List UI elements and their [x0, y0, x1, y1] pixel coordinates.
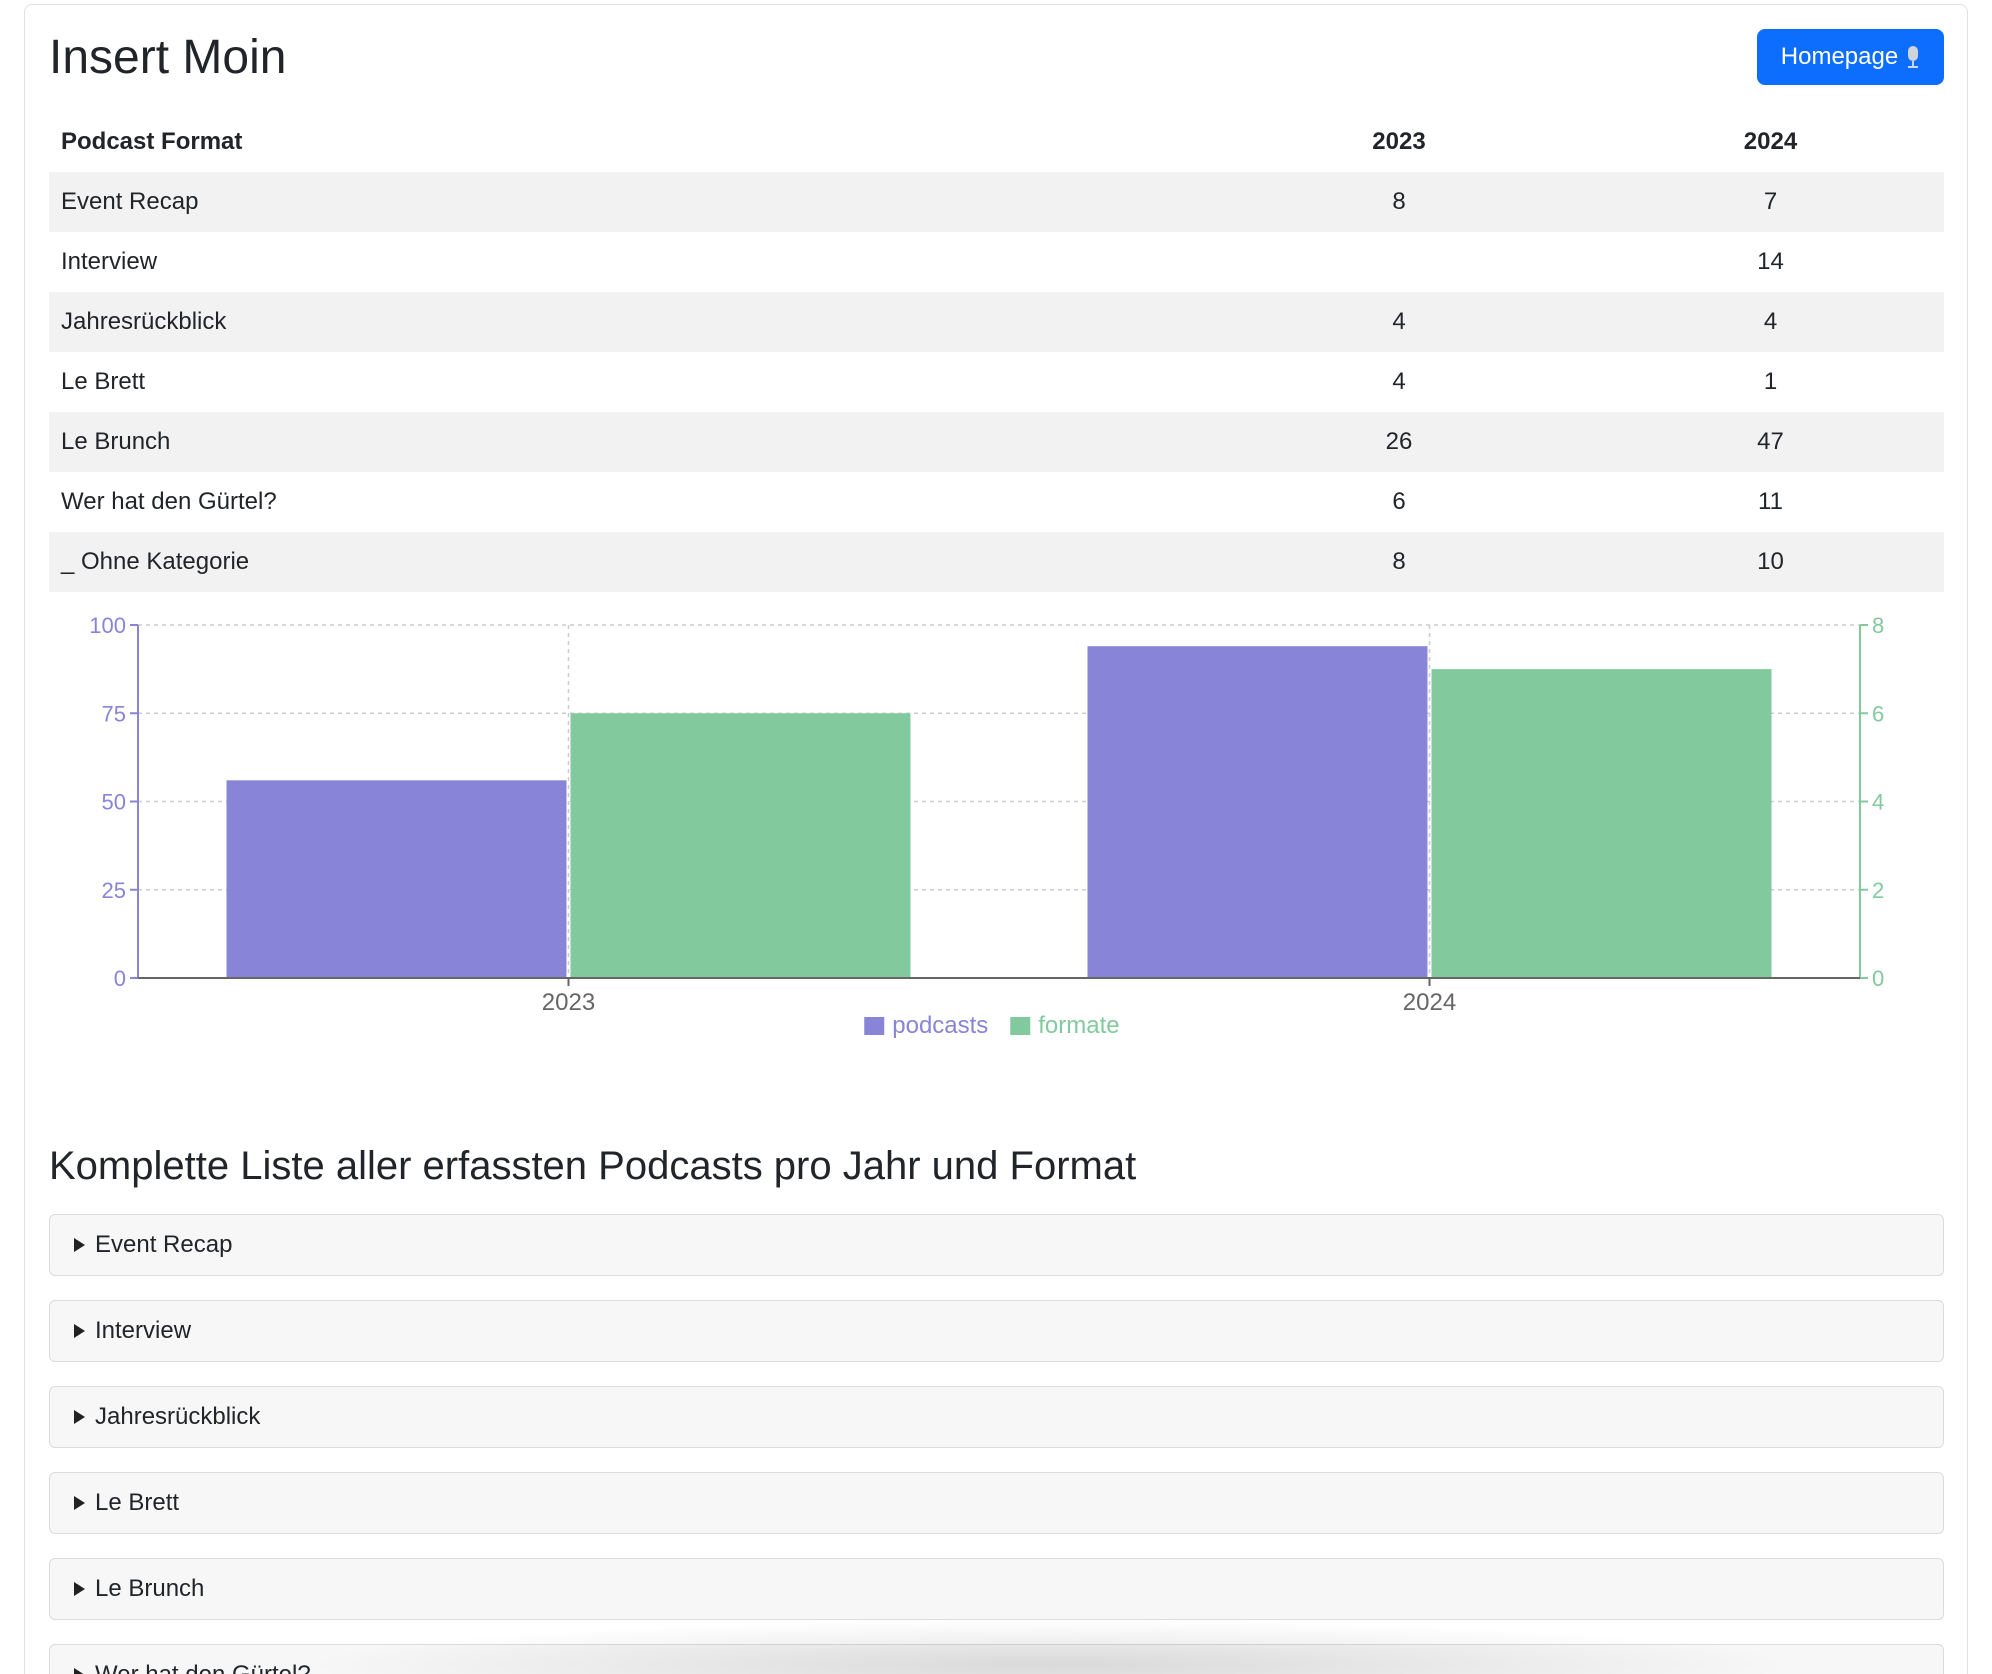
cell-2023: 6: [1392, 488, 1406, 515]
accordion-item-jahresrueckblick[interactable]: Jahresrückblick: [49, 1386, 1944, 1448]
cell-format: Le Brett: [61, 368, 146, 395]
table-row: Jahresrückblick 4 4: [49, 292, 1944, 352]
bar-formate-2024: [1431, 669, 1772, 978]
cell-format: _ Ohne Kategorie: [49, 532, 1201, 592]
cell-2024: 4: [1597, 292, 1944, 352]
cell-format: Jahresrückblick: [49, 292, 1201, 352]
cell-2023: 26: [1201, 412, 1597, 472]
accordion-item-label: Interview: [95, 1317, 192, 1344]
y-right-tick-label: 6: [1872, 701, 1884, 726]
cell-format: Event Recap: [49, 172, 1201, 232]
cell-2024: 14: [1757, 248, 1784, 275]
cell-format: Interview: [61, 248, 158, 275]
caret-right-icon: [74, 1496, 85, 1510]
y-right-tick-label: 4: [1872, 790, 1884, 815]
cell-format: Le Brunch: [49, 412, 1201, 472]
legend-swatch-formate: [1010, 1017, 1031, 1035]
cell-format: Wer hat den Gürtel?: [61, 488, 277, 515]
y-left-tick-label: 100: [89, 613, 126, 638]
cell-2024: 11: [1758, 488, 1783, 515]
accordion-item-wer-hat-den-guertel[interactable]: Wer hat den Gürtel?: [49, 1644, 1944, 1674]
accordion-item-event-recap[interactable]: Event Recap: [49, 1214, 1944, 1276]
caret-right-icon: [74, 1238, 85, 1252]
table-row: _ Ohne Kategorie 8 10: [49, 532, 1944, 592]
table-header-row: Podcast Format 2023 2024: [49, 112, 1944, 172]
cell-2024: 7: [1597, 172, 1944, 232]
table-row: Event Recap 8 7: [49, 172, 1944, 232]
podcasts-formate-bar-chart: 0 25 50 75 100 0 2 4 6 8 2023 2024 podcasts formate: [89, 613, 1884, 1039]
y-left-tick-label: 75: [102, 701, 126, 726]
accordion-item-label: Le Brunch: [95, 1575, 205, 1602]
x-tick-label: 2024: [1403, 989, 1456, 1016]
x-tick-label: 2023: [542, 989, 595, 1016]
accordion-item-label: Wer hat den Gürtel?: [95, 1661, 311, 1674]
legend-label-formate: formate: [1038, 1012, 1119, 1039]
table-row: Wer hat den Gürtel? 6 11: [49, 472, 1944, 532]
legend-swatch-podcasts: [864, 1017, 885, 1035]
header-2024: 2024: [1743, 128, 1798, 155]
table-row: Le Brunch 26 47: [49, 412, 1944, 472]
y-left-tick-label: 25: [102, 878, 126, 903]
header-podcast-format: Podcast Format: [61, 128, 243, 155]
y-right-tick-label: 2: [1872, 878, 1884, 903]
accordion-item-label: Le Brett: [95, 1489, 180, 1516]
y-right-tick-label: 0: [1872, 966, 1884, 991]
homepage-button[interactable]: Homepage: [1757, 29, 1944, 85]
caret-right-icon: [74, 1668, 85, 1674]
cell-2023: 8: [1201, 172, 1597, 232]
caret-right-icon: [74, 1324, 85, 1338]
cell-2024: 10: [1597, 532, 1944, 592]
homepage-button-label: Homepage: [1780, 43, 1899, 70]
page-title: Insert Moin: [49, 31, 287, 84]
cell-2024: 47: [1597, 412, 1944, 472]
accordion-item-interview[interactable]: Interview: [49, 1300, 1944, 1362]
cell-2023: 8: [1201, 532, 1597, 592]
podcast-format-table: Podcast Format 2023 2024 Event Recap 8 7…: [49, 112, 1944, 592]
section-title: Komplette Liste aller erfassten Podcasts…: [49, 1144, 1137, 1188]
cell-2023: 4: [1201, 292, 1597, 352]
bar-podcasts-2024: [1087, 646, 1428, 978]
microphone-icon: [1906, 46, 1920, 68]
y-left-tick-label: 50: [102, 790, 126, 815]
cell-2024: 1: [1763, 368, 1778, 395]
header-2023: 2023: [1372, 128, 1426, 155]
legend-label-podcasts: podcasts: [892, 1012, 988, 1039]
table-row: Le Brett 4 1: [49, 352, 1944, 412]
y-right-tick-label: 8: [1872, 613, 1884, 638]
table-row: Interview 14: [49, 232, 1944, 292]
y-left-tick-label: 0: [114, 966, 126, 991]
caret-right-icon: [74, 1582, 85, 1596]
podcast-accordion: Event Recap Interview Jahresrückblick Le…: [49, 1214, 1944, 1674]
cell-2023: 4: [1392, 368, 1406, 395]
accordion-item-le-brett[interactable]: Le Brett: [49, 1472, 1944, 1534]
bar-formate-2023: [570, 713, 911, 978]
cell-2023: [1201, 232, 1597, 292]
caret-right-icon: [74, 1410, 85, 1424]
accordion-item-label: Event Recap: [95, 1231, 233, 1258]
bar-podcasts-2023: [226, 780, 567, 978]
accordion-item-label: Jahresrückblick: [95, 1403, 261, 1430]
accordion-item-le-brunch[interactable]: Le Brunch: [49, 1558, 1944, 1620]
